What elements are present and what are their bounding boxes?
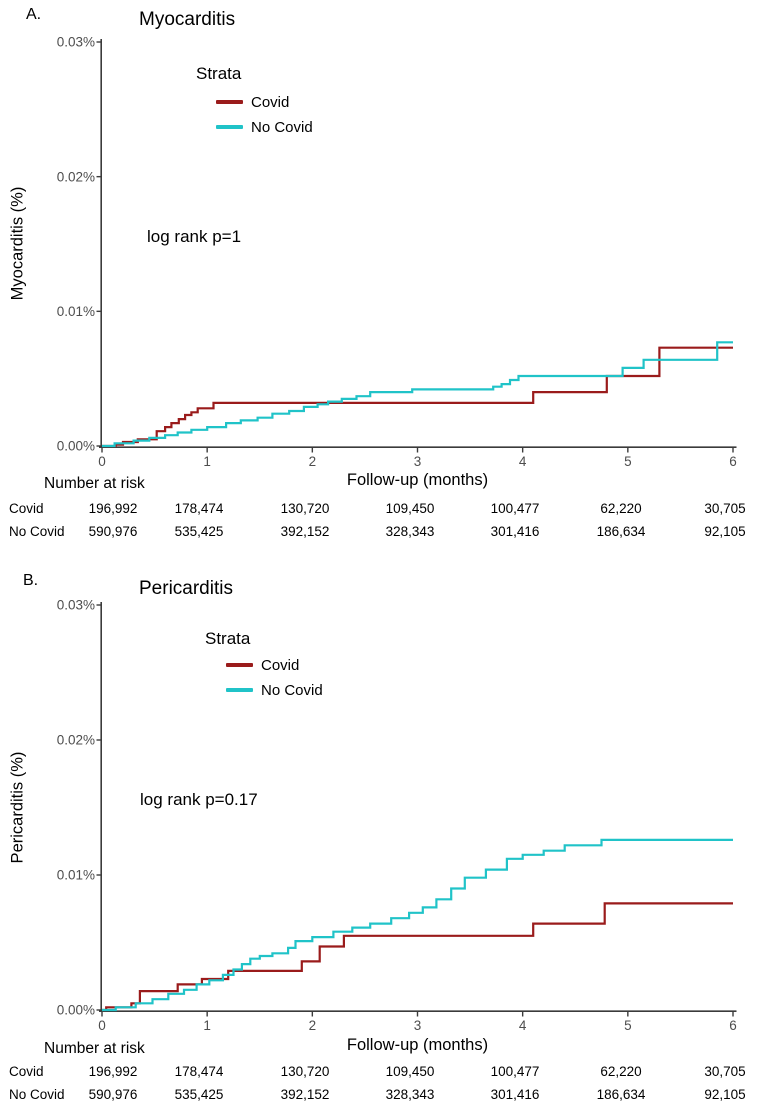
series-line-covid (102, 346, 733, 448)
risk-count: 109,450 (385, 1064, 435, 1079)
y-tick-label: 0.01% (57, 304, 95, 319)
risk-count: 590,976 (88, 524, 138, 539)
x-tick-label: 5 (624, 1018, 632, 1033)
y-axis-title-a: Myocarditis (%) (8, 186, 27, 301)
series-line-no-covid (102, 341, 733, 448)
x-tick-label: 4 (519, 454, 527, 469)
risk-count: 535,425 (174, 1087, 224, 1102)
risk-row-label-covid-b: Covid (9, 1064, 44, 1079)
legend-label-covid: Covid (251, 93, 290, 111)
risk-count: 178,474 (174, 1064, 224, 1079)
legend-item-no-covid: No Covid (216, 118, 313, 136)
no-covid-line-swatch (216, 125, 243, 129)
y-tick-label: 0.00% (57, 439, 95, 454)
risk-row-label-covid: Covid (9, 501, 44, 516)
legend-label-covid-b: Covid (261, 656, 300, 674)
y-axis-title-b: Pericarditis (%) (8, 751, 27, 864)
y-tick-label: 0.00% (57, 1003, 95, 1018)
risk-count: 130,720 (280, 1064, 330, 1079)
risk-count: 392,152 (280, 524, 330, 539)
panel-label-b: B. (23, 572, 39, 589)
x-axis-title-b: Follow-up (months) (346, 1036, 489, 1054)
risk-table-row-covid-b: Covid 196,992 178,474 130,720 109,450 100,47… (0, 1064, 762, 1081)
y-tick-label: 0.02% (57, 169, 95, 184)
risk-count: 62,220 (600, 501, 642, 516)
risk-table-row-covid-a: Covid 196,992 178,474 130,720 109,450 100,47… (0, 501, 762, 518)
x-tick-label: 2 (309, 1018, 317, 1033)
y-tick-label: 0.03% (57, 35, 95, 50)
x-tick-label: 4 (519, 1018, 527, 1033)
y-tick-label: 0.01% (57, 868, 95, 883)
risk-count: 62,220 (600, 1064, 642, 1079)
risk-count: 178,474 (174, 501, 224, 516)
x-tick-label: 1 (203, 454, 211, 469)
risk-row-label-no-covid-b: No Covid (9, 1087, 65, 1102)
series-line-no-covid (102, 838, 733, 1012)
risk-count: 328,343 (385, 1087, 435, 1102)
legend-item-covid-b: Covid (226, 656, 300, 674)
x-axis-title-a: Follow-up (months) (346, 471, 489, 489)
legend-title: Strata (196, 64, 242, 83)
x-tick-label: 3 (414, 454, 422, 469)
series-line-covid (102, 902, 733, 1012)
chart-title-pericarditis: Pericarditis (139, 578, 233, 599)
legend-title-b: Strata (205, 629, 251, 648)
risk-count: 590,976 (88, 1087, 138, 1102)
risk-count: 100,477 (490, 1064, 540, 1079)
risk-count: 186,634 (596, 524, 646, 539)
y-tick-label: 0.03% (57, 598, 95, 613)
legend-label-no-covid: No Covid (251, 118, 313, 136)
risk-table-title-b: Number at risk (44, 1040, 145, 1057)
risk-count: 392,152 (280, 1087, 330, 1102)
x-tick-label: 0 (98, 1018, 106, 1033)
risk-count: 30,705 (704, 501, 746, 516)
log-rank-annotation-b: log rank p=0.17 (140, 790, 258, 809)
risk-count: 100,477 (490, 501, 540, 516)
panel-label-a: A. (26, 6, 42, 23)
risk-count: 301,416 (490, 1087, 540, 1102)
risk-row-label-no-covid: No Covid (9, 524, 65, 539)
legend-item-covid: Covid (216, 93, 290, 111)
risk-count: 535,425 (174, 524, 224, 539)
x-tick-label: 5 (624, 454, 632, 469)
y-tick-label: 0.02% (57, 733, 95, 748)
x-tick-label: 1 (203, 1018, 211, 1033)
risk-count: 92,105 (704, 1087, 746, 1102)
covid-line-swatch-b (226, 663, 253, 667)
no-covid-line-swatch-b (226, 688, 253, 692)
log-rank-annotation-a: log rank p=1 (147, 227, 242, 246)
risk-count: 301,416 (490, 524, 540, 539)
risk-count: 109,450 (385, 501, 435, 516)
risk-count: 92,105 (704, 524, 746, 539)
legend-label-no-covid-b: No Covid (261, 681, 323, 699)
risk-table-row-no-covid-a: No Covid 590,976 535,425 392,152 328,343 301… (0, 524, 762, 541)
risk-count: 196,992 (88, 1064, 138, 1079)
x-tick-label: 2 (309, 454, 317, 469)
chart-title-myocarditis: Myocarditis (139, 9, 236, 30)
legend-item-no-covid-b: No Covid (226, 681, 323, 699)
risk-table-row-no-covid-b: No Covid 590,976 535,425 392,152 328,343 301… (0, 1087, 762, 1104)
x-tick-label: 0 (98, 454, 106, 469)
risk-count: 130,720 (280, 501, 330, 516)
x-tick-label: 3 (414, 1018, 422, 1033)
risk-count: 30,705 (704, 1064, 746, 1079)
risk-count: 196,992 (88, 501, 138, 516)
risk-count: 328,343 (385, 524, 435, 539)
x-tick-label: 6 (729, 1018, 737, 1033)
risk-count: 186,634 (596, 1087, 646, 1102)
covid-line-swatch (216, 100, 243, 104)
x-tick-label: 6 (729, 454, 737, 469)
risk-table-title-a: Number at risk (44, 475, 145, 492)
